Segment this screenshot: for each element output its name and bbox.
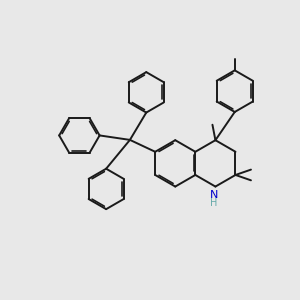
- Text: N: N: [210, 190, 218, 200]
- Text: H: H: [210, 198, 218, 208]
